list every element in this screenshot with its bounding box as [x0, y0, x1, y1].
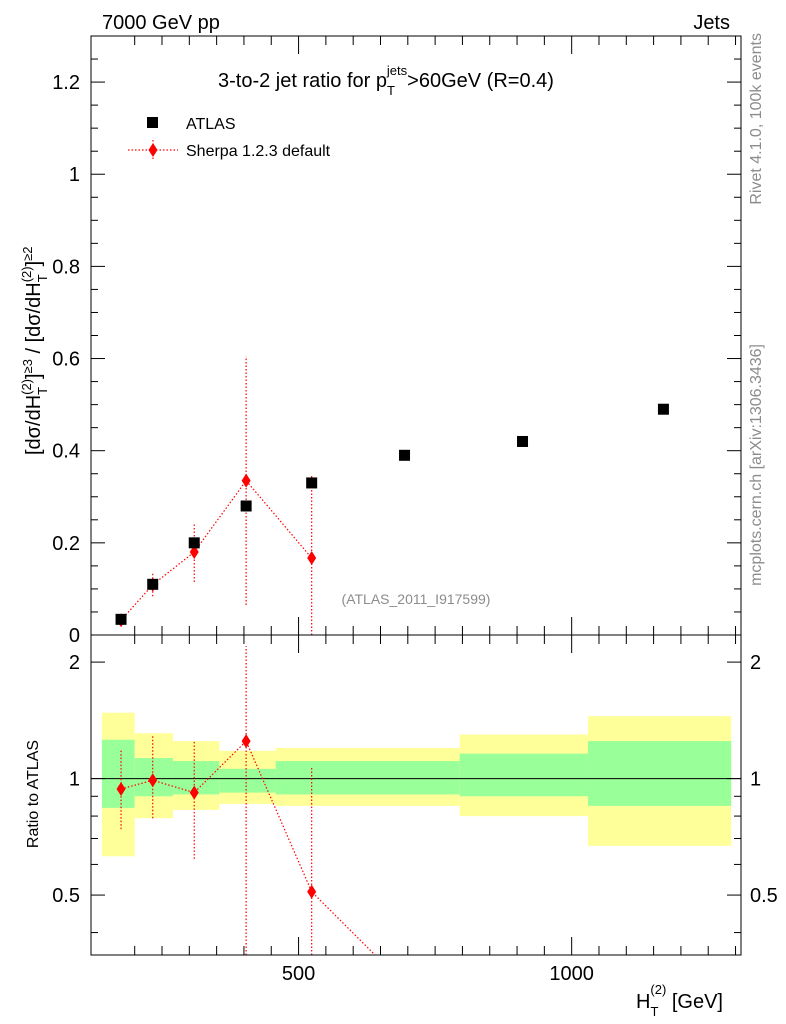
ratio-y-tick-label-right: 1: [750, 769, 761, 791]
ratio-sherpa-series: [116, 646, 376, 956]
ratio-uncertainty-bands: [101, 712, 732, 857]
ratio-y-tick-label-right: 2: [750, 652, 761, 674]
sherpa-point: [241, 473, 251, 488]
main-y-tick-label: 0.4: [52, 441, 80, 463]
ratio-band-green: [219, 768, 276, 793]
main-y-tick-label: 0.6: [52, 349, 80, 371]
ratio-y-axis-label: Ratio to ATLAS: [25, 740, 42, 848]
ratio-sherpa-point: [116, 781, 126, 796]
atlas-point: [657, 403, 669, 415]
atlas-point: [115, 613, 127, 625]
main-y-tick-label: 0.8: [52, 256, 80, 278]
x-tick-label: 500: [282, 963, 315, 985]
ratio-band-green: [459, 753, 589, 797]
atlas-point: [399, 449, 411, 461]
ratio-y-tick-labels: 0.5 0.5 1 1 2 2: [52, 652, 778, 907]
sherpa-series: [116, 356, 317, 635]
atlas-series: [115, 403, 669, 625]
main-y-tick-label: 0: [69, 625, 80, 647]
x-tick-label: 1000: [549, 963, 594, 985]
header-process-label: Jets: [693, 12, 730, 34]
main-y-tick-label: 1: [69, 164, 80, 186]
ratio-plot-frame: [90, 634, 742, 956]
ratio-sherpa-point: [241, 734, 251, 749]
ratio-plot-panel: 0.5 0.5 1 1 2 2 500 1000 Ratio to ATLAS HT(2) …: [25, 634, 778, 1019]
ratio-band-green: [588, 741, 732, 806]
main-axis-ticks: [91, 35, 741, 636]
ratio-y-tick-label-left: 2: [69, 652, 80, 674]
header-collision-label: 7000 GeV pp: [102, 12, 220, 34]
main-y-tick-label: 1.2: [52, 72, 80, 94]
main-y-tick-label: 0.2: [52, 533, 80, 555]
main-plot-panel: 0 0.2 0.4 0.6 0.8 1 1.2 3-to-2 jet ratio for p…: [19, 35, 742, 647]
ratio-sherpa-point: [307, 884, 317, 899]
legend-atlas-label: ATLAS: [186, 116, 236, 133]
main-y-tick-labels: 0 0.2 0.4 0.6 0.8 1 1.2: [52, 72, 80, 647]
ratio-axis-ticks: [91, 635, 741, 955]
x-axis-label: HT(2) [GeV]: [636, 982, 723, 1019]
ratio-sherpa-point: [189, 785, 199, 800]
legend-sherpa-marker: [148, 143, 158, 157]
legend-sherpa-label: Sherpa 1.2.3 default: [186, 143, 331, 160]
sherpa-line: [120, 479, 313, 621]
ratio-band-green: [275, 761, 460, 795]
x-tick-labels: 500 1000: [282, 963, 594, 985]
ratio-sherpa-line: [120, 740, 376, 956]
atlas-point: [517, 435, 529, 447]
ratio-sherpa-point: [148, 773, 158, 788]
atlas-point: [188, 537, 200, 549]
atlas-point: [147, 578, 159, 590]
main-y-axis-label: [dσ/dHT(2)]≥3 / [dσ/dHT(2)]≥2: [19, 246, 50, 455]
ratio-y-tick-label-right: 0.5: [750, 885, 778, 907]
sherpa-point: [189, 545, 199, 560]
ratio-y-tick-label-left: 0.5: [52, 885, 80, 907]
sherpa-point: [307, 551, 317, 566]
atlas-point: [306, 477, 318, 489]
legend: ATLAS Sherpa 1.2.3 default: [128, 116, 331, 160]
atlas-point: [240, 500, 252, 512]
mcplots-credit-text: mcplots.cern.ch [arXiv:1306.3436]: [748, 344, 765, 586]
ratio-band-green: [101, 739, 135, 808]
legend-atlas-marker: [147, 117, 158, 128]
plot-title: 3-to-2 jet ratio for pTjets>60GeV (R=0.4…: [218, 63, 554, 98]
analysis-tag: (ATLAS_2011_I917599): [342, 591, 491, 607]
ratio-y-tick-label-left: 1: [69, 769, 80, 791]
rivet-version-text: Rivet 4.1.0, 100k events: [748, 33, 765, 205]
